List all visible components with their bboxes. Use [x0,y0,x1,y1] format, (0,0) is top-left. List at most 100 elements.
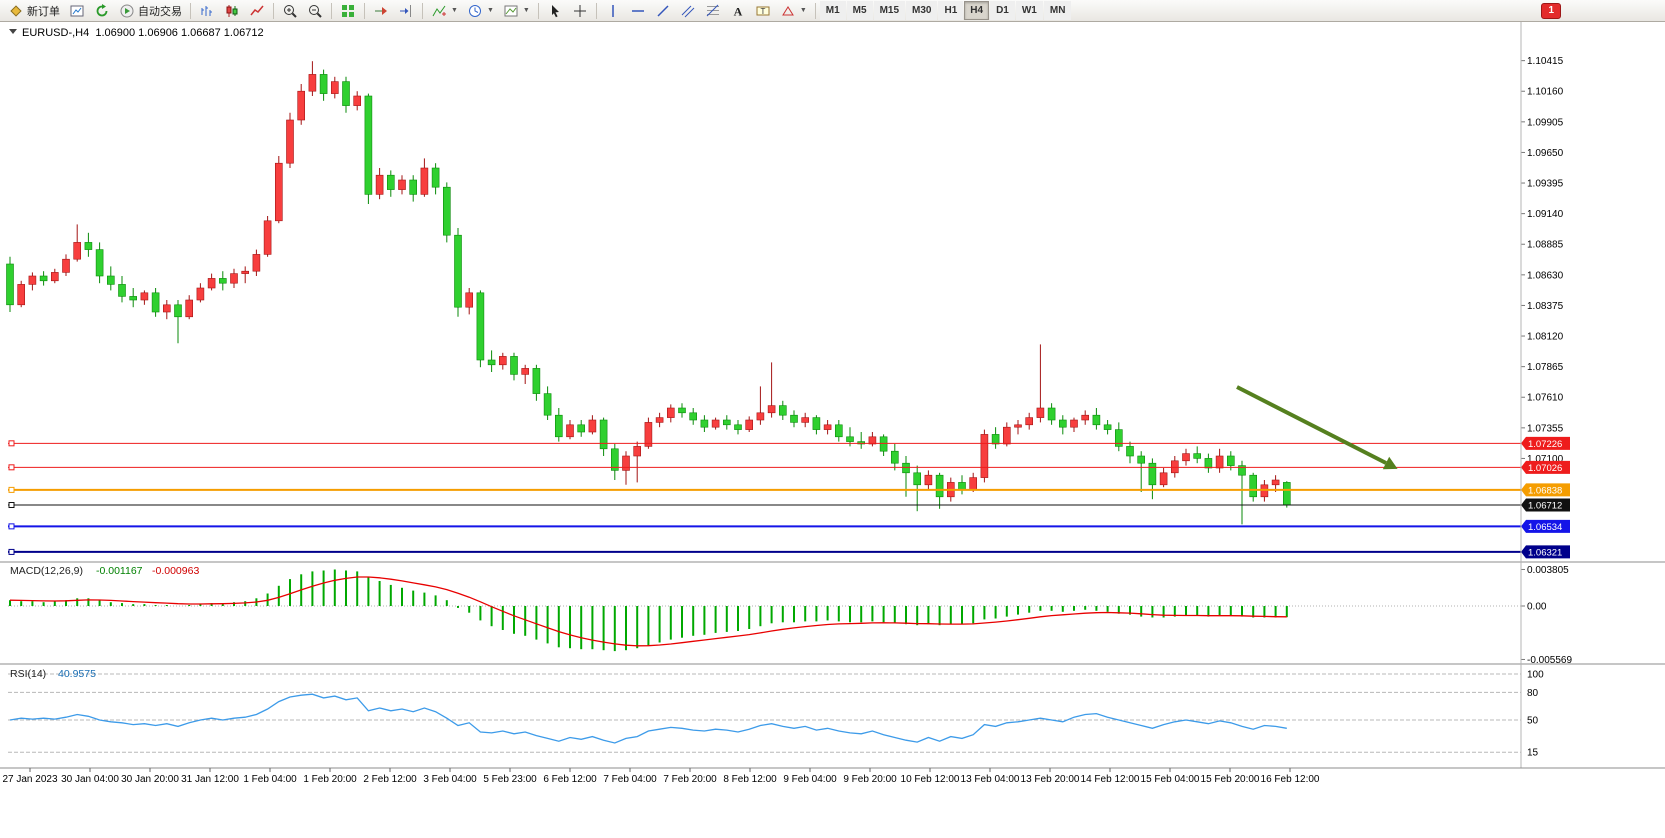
svg-text:1.07865: 1.07865 [1527,362,1564,373]
svg-text:-0.005569: -0.005569 [1527,655,1572,666]
svg-text:1.07610: 1.07610 [1527,393,1564,404]
svg-text:EURUSD-,H4 1.06900 1.06906 1.: EURUSD-,H4 1.06900 1.06906 1.06687 1.067… [22,27,264,39]
trendline-button[interactable] [651,1,675,21]
svg-text:30 Jan 04:00: 30 Jan 04:00 [61,774,119,785]
cursor-button[interactable] [543,1,567,21]
toolbar-separator [364,2,365,19]
svg-text:30 Jan 20:00: 30 Jan 20:00 [121,774,179,785]
templates-button[interactable]: ▼ [499,1,534,21]
svg-text:7 Feb 04:00: 7 Feb 04:00 [603,774,657,785]
svg-text:13 Feb 04:00: 13 Feb 04:00 [961,774,1020,785]
tf-button-H1[interactable]: H1 [938,1,964,20]
chevron-down-icon: ▼ [451,7,458,14]
chevron-down-icon: ▼ [799,7,807,14]
svg-text:1 Feb 20:00: 1 Feb 20:00 [303,774,357,785]
indicators-icon [431,3,447,19]
svg-text:-0.001167: -0.001167 [96,565,143,577]
svg-text:9 Feb 20:00: 9 Feb 20:00 [843,774,897,785]
svg-text:-0.000963: -0.000963 [152,565,199,577]
auto-scroll-icon [373,3,389,19]
svg-text:9 Feb 04:00: 9 Feb 04:00 [783,774,837,785]
svg-text:1.07026: 1.07026 [1528,463,1562,474]
new-order-button[interactable]: 新订单 [4,1,64,21]
svg-text:1.08120: 1.08120 [1527,332,1564,343]
candlestick-chart-button[interactable] [220,1,244,21]
svg-text:15 Feb 04:00: 15 Feb 04:00 [1141,774,1200,785]
vertical-line-button[interactable] [601,1,625,21]
horizontal-lines[interactable]: 1.07226 1.07026 1.06838 1.06712 1.06534 1.063… [8,436,1570,559]
vertical-line-icon [605,3,621,19]
fibonacci-button[interactable] [701,1,725,21]
svg-text:1.06321: 1.06321 [1528,547,1562,558]
price-chart[interactable]: 1.10415 1.10160 1.09905 1.09650 1.09395 1.091… [0,22,1665,838]
autotrade-button[interactable]: 自动交易 [115,1,186,21]
tf-button-M1[interactable]: M1 [819,1,846,20]
text-button[interactable]: A [726,1,750,21]
chevron-down-icon: ▼ [486,7,494,14]
tf-button-M15[interactable]: M15 [873,1,906,20]
bar-chart-button[interactable] [195,1,219,21]
horizontal-line-button[interactable] [626,1,650,21]
toolbar-separator [595,2,597,19]
zoom-in-button[interactable] [278,1,302,21]
svg-text:100: 100 [1527,670,1544,681]
zoom-in-icon [282,3,298,19]
periods-icon [467,3,483,19]
svg-text:2 Feb 12:00: 2 Feb 12:00 [363,774,417,785]
svg-text:RSI(14): RSI(14) [10,668,46,680]
notification-badge[interactable]: 1 [1541,2,1561,19]
indicators-button[interactable]: ▼ [427,1,462,21]
periods-button[interactable]: ▼ [463,1,498,21]
svg-text:T: T [760,6,765,15]
svg-text:27 Jan 2023: 27 Jan 2023 [2,774,57,785]
refresh-button[interactable] [90,1,114,21]
cursor-icon [547,3,563,19]
new-order-icon [8,3,24,19]
tf-button-M5[interactable]: M5 [846,1,873,20]
svg-text:1.07100: 1.07100 [1527,454,1564,465]
svg-text:1.07355: 1.07355 [1527,423,1564,434]
trend-arrow[interactable] [1236,385,1398,470]
text-label-button[interactable]: T [751,1,775,21]
svg-text:7 Feb 20:00: 7 Feb 20:00 [663,774,717,785]
chart-shift-icon [398,3,414,19]
candlestick-chart-icon [224,3,240,19]
macd-panel: 0.003805 0.00 -0.005569 MACD(12,26,9) -0.00… [8,565,1572,666]
charts-icon [69,3,85,19]
chevron-down-icon: ▼ [522,7,530,14]
svg-text:1 Feb 04:00: 1 Feb 04:00 [243,774,297,785]
text-label-icon: T [755,3,771,19]
svg-text:3 Feb 04:00: 3 Feb 04:00 [423,774,477,785]
zoom-out-icon [307,3,323,19]
crosshair-button[interactable] [568,1,592,21]
shapes-button[interactable]: ▼ [776,1,811,21]
collapse-icon [9,29,17,34]
time-axis[interactable]: 27 Jan 2023 30 Jan 04:00 30 Jan 20:00 31 Ja… [0,767,1665,785]
auto-scroll-button[interactable] [369,1,393,21]
toolbar-separator [273,2,274,19]
svg-text:15 Feb 20:00: 15 Feb 20:00 [1201,774,1260,785]
svg-text:10 Feb 12:00: 10 Feb 12:00 [901,774,960,785]
tf-button-D1[interactable]: D1 [990,1,1015,20]
zoom-out-button[interactable] [303,1,327,21]
rsi-panel: 100 80 50 15 RSI(14) 40.9575 [8,668,1544,759]
tf-button-MN[interactable]: MN [1043,1,1072,20]
charts-button[interactable] [65,1,89,21]
svg-text:6 Feb 12:00: 6 Feb 12:00 [543,774,597,785]
svg-text:14 Feb 12:00: 14 Feb 12:00 [1081,774,1140,785]
price-axis[interactable]: 1.10415 1.10160 1.09905 1.09650 1.09395 1.091… [1521,56,1564,465]
chart-shift-button[interactable] [394,1,418,21]
svg-text:1.09905: 1.09905 [1527,117,1564,128]
tf-button-H4[interactable]: H4 [964,1,990,20]
svg-text:1.09140: 1.09140 [1527,209,1564,220]
svg-text:1.06838: 1.06838 [1528,485,1562,496]
refresh-icon [94,3,110,19]
svg-text:8 Feb 12:00: 8 Feb 12:00 [723,774,777,785]
fibonacci-icon [705,3,721,19]
line-chart-button[interactable] [245,1,269,21]
tf-button-M30[interactable]: M30 [906,1,938,20]
tf-button-W1[interactable]: W1 [1015,1,1043,20]
tile-windows-button[interactable] [336,1,360,21]
channel-button[interactable] [676,1,700,21]
